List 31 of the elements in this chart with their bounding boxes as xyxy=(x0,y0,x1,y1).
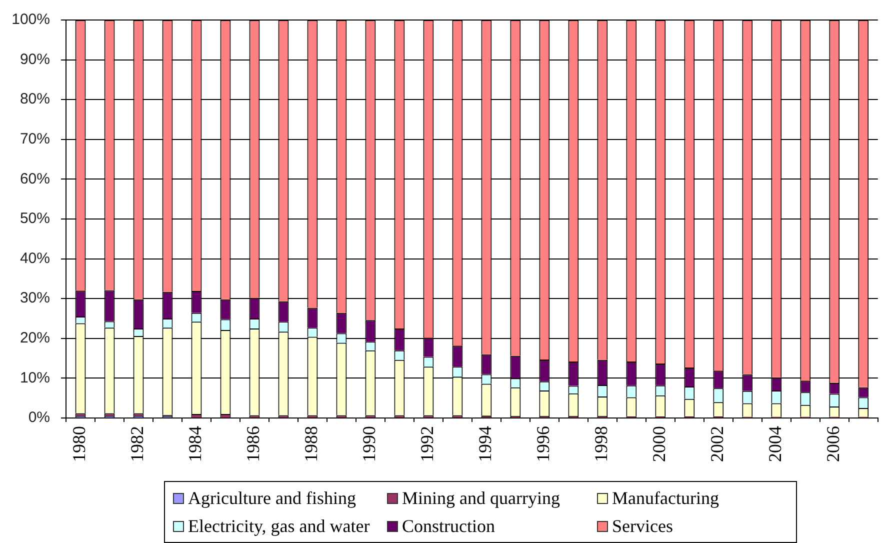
x-tick-label: 1982 xyxy=(127,426,148,462)
y-tick-label: 70% xyxy=(20,130,50,148)
x-tick-label: 2002 xyxy=(707,426,728,462)
legend-label: Mining and quarrying xyxy=(402,488,560,508)
legend-label: Construction xyxy=(402,516,495,536)
legend-label: Agriculture and fishing xyxy=(188,488,356,508)
legend-label: Electricity, gas and water xyxy=(188,516,370,536)
x-tick-label: 1994 xyxy=(475,426,496,462)
legend-label: Services xyxy=(612,516,673,536)
y-tick-label: 40% xyxy=(20,250,50,267)
x-tick-label: 1998 xyxy=(591,426,612,462)
x-tick-label: 2000 xyxy=(649,426,670,462)
y-tick-label: 10% xyxy=(20,369,50,386)
legend-label: Manufacturing xyxy=(612,488,719,508)
y-tick-label: 90% xyxy=(20,50,50,68)
x-tick-label: 2004 xyxy=(765,426,786,462)
x-tick-label: 1988 xyxy=(301,426,322,462)
y-tick-label: 50% xyxy=(20,210,50,228)
x-tick-label: 1990 xyxy=(359,426,380,462)
x-tick-label: 1996 xyxy=(533,426,554,462)
x-tick-label: 1986 xyxy=(243,426,264,462)
y-tick-label: 20% xyxy=(20,330,50,347)
y-tick-label: 0% xyxy=(28,409,50,426)
y-tick-label: 80% xyxy=(20,90,50,108)
y-tick-label: 30% xyxy=(20,290,50,307)
y-tick-label: 60% xyxy=(20,170,50,188)
x-tick-label: 1984 xyxy=(185,426,206,462)
x-tick-label: 2006 xyxy=(823,426,844,462)
y-tick-label: 100% xyxy=(12,11,50,28)
x-tick-label: 1980 xyxy=(69,426,90,462)
x-tick-label: 1992 xyxy=(417,426,438,462)
